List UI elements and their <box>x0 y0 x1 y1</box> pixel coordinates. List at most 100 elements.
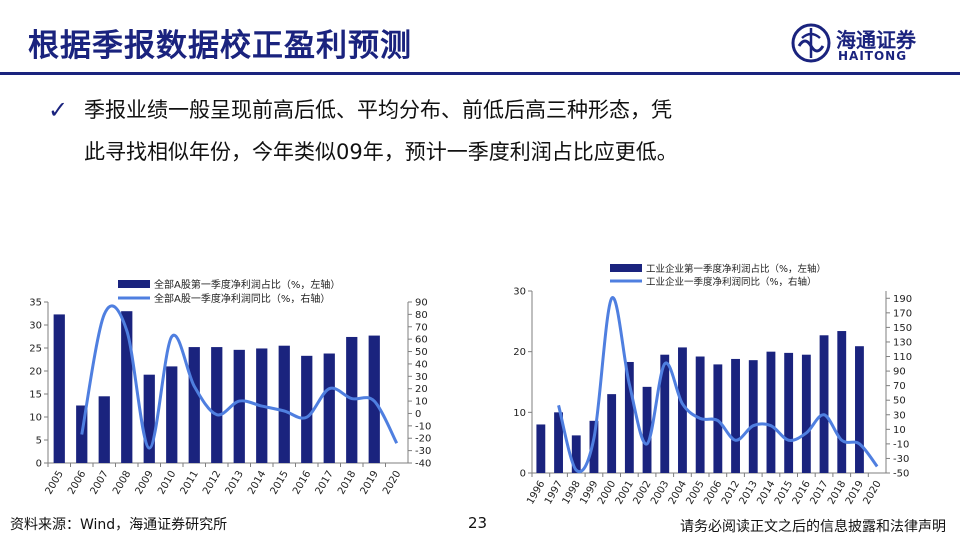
yoy-growth-line <box>80 304 399 450</box>
legend-line-label: 全部A股一季度净利润同比（%，右轴） <box>154 292 330 305</box>
bar-2016 <box>301 355 313 463</box>
x-axis-tick-label: 2017 <box>314 469 336 497</box>
x-axis-tick-label: 2011 <box>179 469 201 497</box>
legend-bar-swatch <box>610 264 642 272</box>
legend-bar-label: 全部A股第一季度净利润占比（%，左轴） <box>154 278 340 291</box>
right-axis-tick-label: 10 <box>893 425 906 436</box>
right-axis-tick-label: 50 <box>893 396 906 407</box>
right-axis-tick-label: 190 <box>893 294 912 305</box>
left-axis-tick-label: 15 <box>29 390 42 401</box>
left-axis-tick-label: 0 <box>36 459 42 470</box>
right-axis-tick-label: 50 <box>415 347 428 358</box>
bar-2006 <box>713 364 723 473</box>
left-axis-tick-label: 10 <box>513 408 526 419</box>
bar-2001 <box>624 361 634 473</box>
right-axis-tick-label: 90 <box>415 298 428 309</box>
right-axis-tick-label: 60 <box>415 335 428 346</box>
right-axis-tick-label: -10 <box>415 421 431 432</box>
left-axis-tick-label: 5 <box>36 436 42 447</box>
right-axis-tick-label: 150 <box>893 323 912 334</box>
right-axis-tick-label: 80 <box>415 310 428 321</box>
x-axis-tick-label: 2016 <box>291 469 313 497</box>
legend-bar-swatch <box>118 280 150 288</box>
bar-2004 <box>678 347 687 473</box>
right-axis-tick-label: 70 <box>415 322 428 333</box>
haitong-logo-icon <box>791 23 831 63</box>
right-axis-tick-label: 130 <box>893 337 912 348</box>
x-axis-tick-label: 2007 <box>89 469 111 497</box>
right-axis-tick-label: -50 <box>893 469 909 480</box>
x-axis-tick-label: 2020 <box>861 479 883 507</box>
bar-2014 <box>766 351 776 473</box>
bar-2015 <box>278 345 290 463</box>
bar-2005 <box>53 314 65 463</box>
bar-2002 <box>642 386 652 473</box>
company-logo: 海通证券 HAITONG <box>790 22 940 68</box>
bar-2008 <box>121 311 133 463</box>
bar-2007 <box>98 396 110 463</box>
bar-2019 <box>855 346 864 473</box>
right-axis-tick-label: -40 <box>415 459 431 470</box>
bar-1997 <box>554 412 563 473</box>
right-axis-tick-label: 10 <box>415 397 428 408</box>
x-axis-tick-label: 2006 <box>66 469 88 497</box>
x-axis-tick-label: 2014 <box>246 469 268 497</box>
x-axis-tick-label: 2013 <box>224 469 246 497</box>
yoy-growth-line <box>557 296 879 473</box>
right-axis-tick-label: 170 <box>893 308 912 319</box>
x-axis-tick-label: 2015 <box>269 469 291 497</box>
bar-2012 <box>211 347 223 463</box>
bar-2015 <box>784 352 794 473</box>
right-axis-tick-label: 20 <box>415 384 428 395</box>
x-axis-tick-label: 2010 <box>156 469 178 497</box>
bar-2005 <box>695 356 705 473</box>
left-axis-tick-label: 0 <box>520 469 526 480</box>
logo-chinese-name: 海通证券 <box>836 28 916 52</box>
left-axis-tick-label: 25 <box>29 344 42 355</box>
x-axis-tick-label: 2019 <box>359 469 381 497</box>
bar-2011 <box>188 347 200 463</box>
bar-2013 <box>233 349 245 463</box>
legend-bar-label: 工业企业第一季度净利润占比（%，左轴） <box>646 263 826 275</box>
key-point-line-1: 季报业绩一般呈现前高后低、平均分布、前低后高三种形态，凭 <box>84 98 672 122</box>
bar-1996 <box>536 424 546 473</box>
bar-2003 <box>660 354 670 473</box>
chart-a-share-q1-profit: 05101520253035-40-30-20-1001020304050607… <box>29 278 431 497</box>
right-axis-tick-label: 90 <box>893 367 906 378</box>
right-axis-tick-label: 40 <box>415 359 428 370</box>
left-axis-tick-label: 20 <box>513 347 526 358</box>
x-axis-tick-label: 2009 <box>134 469 156 497</box>
right-axis-tick-label: -20 <box>415 434 431 445</box>
logo-english-name: HAITONG <box>838 49 908 63</box>
left-axis-tick-label: 30 <box>513 287 526 298</box>
bar-2017 <box>323 353 335 463</box>
right-axis-tick-label: 30 <box>415 372 428 383</box>
right-axis-tick-label: -30 <box>415 446 431 457</box>
right-axis-tick-label: 30 <box>893 410 906 421</box>
bar-2017 <box>819 335 829 473</box>
x-axis-tick-label: 2020 <box>381 469 403 497</box>
title-divider <box>0 72 960 75</box>
left-axis-tick-label: 30 <box>29 321 42 332</box>
left-axis-tick-label: 20 <box>29 367 42 378</box>
x-axis-tick-label: 2012 <box>201 469 223 497</box>
left-axis-tick-label: 35 <box>29 298 42 309</box>
bar-2018 <box>837 331 847 473</box>
bar-2000 <box>607 394 617 473</box>
right-axis-tick-label: -30 <box>893 454 909 465</box>
check-icon: ✓ <box>48 96 69 124</box>
legend-line-label: 工业企业一季度净利润同比（%，右轴） <box>646 276 817 288</box>
disclaimer: 请务必阅读正文之后的信息披露和法律声明 <box>680 519 946 535</box>
bar-2016 <box>801 354 811 473</box>
left-axis-tick-label: 10 <box>29 413 42 424</box>
bar-2009 <box>143 374 155 463</box>
right-axis-tick-label: 0 <box>415 409 421 420</box>
right-axis-tick-label: 110 <box>893 352 912 363</box>
right-axis-tick-label: -10 <box>893 439 909 450</box>
key-point-line-2: 此寻找相似年份，今年类似09年，预计一季度利润占比应更低。 <box>84 140 678 164</box>
right-axis-tick-label: 70 <box>893 381 906 392</box>
bar-2013 <box>748 360 758 473</box>
chart-industrial-q1-profit: 0 10 20 30 -50 -30 -10 10 30 50 70 90 110 130 150 170 19… <box>513 263 912 507</box>
page-number: 23 <box>468 514 488 532</box>
bar-2012 <box>731 358 740 473</box>
